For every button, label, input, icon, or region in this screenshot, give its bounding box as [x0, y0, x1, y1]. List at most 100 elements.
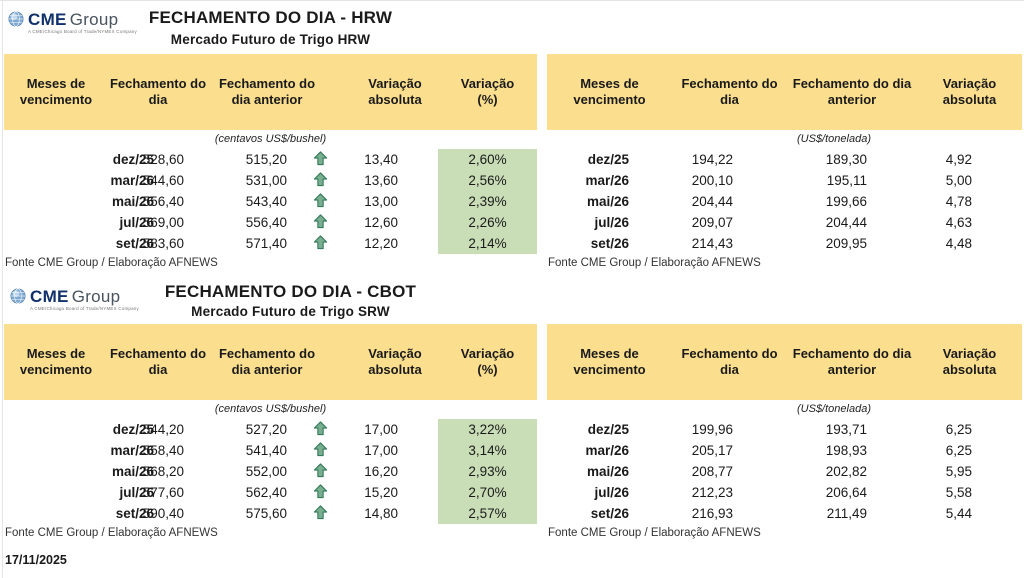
month-cell: set/26 — [115, 506, 154, 521]
table-row: mar/26 200,10 195,11 5,00 — [547, 170, 1022, 191]
table-row: 2,93% mai/26 568,20 552,00 16,20 — [4, 461, 537, 482]
close-cell: 194,22 — [691, 152, 733, 167]
table-row: 2,39% mai/26 556,40 543,40 13,00 — [4, 191, 537, 212]
logo-cme-text: CME — [28, 10, 67, 29]
close-cell: 568,20 — [142, 464, 184, 479]
abs-change-cell: 16,20 — [364, 464, 398, 479]
section-subtitle-hrw: Mercado Futuro de Trigo HRW — [170, 32, 371, 47]
abs-change-cell: 5,58 — [945, 485, 972, 500]
table-body: dez/25 199,96 193,71 6,25 mar/26 205,17 … — [547, 419, 1022, 524]
cme-group-logo: CME Group A CME/Chicago Board of Trade/N… — [10, 288, 139, 312]
prev-close-cell: 206,64 — [825, 485, 867, 500]
source-note: Fonte CME Group / Elaboração AFNEWS — [5, 257, 218, 269]
close-cell: 214,43 — [691, 236, 733, 251]
up-arrow-icon — [313, 172, 328, 189]
close-cell: 200,10 — [691, 173, 733, 188]
abs-change-cell: 5,00 — [945, 173, 972, 188]
abs-change-cell: 5,44 — [945, 506, 972, 521]
table-row: dez/25 199,96 193,71 6,25 — [547, 419, 1022, 440]
month-cell: dez/25 — [587, 422, 629, 437]
month-cell: mai/26 — [586, 464, 629, 479]
header-close: Fechamento do dia — [109, 346, 207, 377]
table-row: 2,60% dez/25 528,60 515,20 13,40 — [4, 149, 537, 170]
month-cell: dez/25 — [112, 422, 154, 437]
source-note: Fonte CME Group / Elaboração AFNEWS — [548, 257, 761, 269]
up-arrow-icon — [313, 442, 328, 459]
table-row: set/26 216,93 211,49 5,44 — [547, 503, 1022, 524]
table-header-row: Meses de vencimento Fechamento do dia Fe… — [4, 54, 537, 130]
close-cell: 577,60 — [142, 485, 184, 500]
table-row: mar/26 205,17 198,93 6,25 — [547, 440, 1022, 461]
header-abs-change: Variação absoluta — [942, 346, 997, 377]
month-cell: mai/26 — [111, 464, 154, 479]
up-arrow-icon — [313, 484, 328, 501]
unit-label: (centavos US$/bushel) — [214, 133, 327, 145]
abs-change-cell: 5,95 — [945, 464, 972, 479]
up-arrow-icon — [313, 421, 328, 438]
header-abs-change: Variação absoluta — [368, 76, 422, 107]
header-abs-change: Variação absoluta — [942, 76, 997, 107]
close-cell: 583,60 — [142, 236, 184, 251]
month-cell: mar/26 — [585, 173, 629, 188]
month-cell: jul/26 — [119, 215, 154, 230]
close-cell: 556,40 — [142, 194, 184, 209]
month-cell: set/26 — [590, 236, 629, 251]
header-pct-change: Variação (%) — [460, 346, 515, 377]
prev-close-cell: 541,40 — [245, 443, 287, 458]
report-date: 17/11/2025 — [5, 553, 67, 567]
unit-label: (US$/tonelada) — [797, 403, 871, 415]
abs-change-cell: 6,25 — [945, 443, 972, 458]
prev-close-cell: 562,40 — [245, 485, 287, 500]
header-months: Meses de vencimento — [573, 76, 646, 107]
close-cell: 209,07 — [691, 215, 733, 230]
up-arrow-icon — [313, 463, 328, 480]
header-close: Fechamento do dia — [681, 346, 778, 377]
header-prev-close: Fechamento do dia anterior — [218, 76, 316, 107]
table-row: mai/26 204,44 199,66 4,78 — [547, 191, 1022, 212]
month-cell: jul/26 — [594, 485, 629, 500]
table-row: 3,14% mar/26 558,40 541,40 17,00 — [4, 440, 537, 461]
close-cell: 204,44 — [691, 194, 733, 209]
pct-change-cell: 2,60% — [438, 149, 537, 170]
abs-change-cell: 17,00 — [364, 443, 398, 458]
prev-close-cell: 193,71 — [825, 422, 867, 437]
table-row: 2,57% set/26 590,40 575,60 14,80 — [4, 503, 537, 524]
logo-tagline: A CME/Chicago Board of Trade/NYMEX Compa… — [30, 306, 139, 311]
pct-change-cell: 3,14% — [438, 440, 537, 461]
up-arrow-icon — [313, 235, 328, 252]
abs-change-cell: 4,92 — [945, 152, 972, 167]
close-cell: 590,40 — [142, 506, 184, 521]
source-note: Fonte CME Group / Elaboração AFNEWS — [5, 527, 218, 539]
abs-change-cell: 13,00 — [364, 194, 398, 209]
table-header-row: Meses de vencimento Fechamento do dia Fe… — [547, 54, 1022, 130]
prev-close-cell: 199,66 — [825, 194, 867, 209]
abs-change-cell: 6,25 — [945, 422, 972, 437]
prev-close-cell: 552,00 — [245, 464, 287, 479]
table-row: set/26 214,43 209,95 4,48 — [547, 233, 1022, 254]
up-arrow-icon — [313, 193, 328, 210]
table-row: 2,26% jul/26 569,00 556,40 12,60 — [4, 212, 537, 233]
abs-change-cell: 13,60 — [364, 173, 398, 188]
abs-change-cell: 13,40 — [364, 152, 398, 167]
month-cell: set/26 — [115, 236, 154, 251]
header-prev-close: Fechamento do dia anterior — [792, 76, 912, 107]
prev-close-cell: 195,11 — [826, 173, 867, 188]
abs-change-cell: 14,80 — [364, 506, 398, 521]
pct-change-cell: 2,70% — [438, 482, 537, 503]
logo-group-text: Group — [69, 10, 119, 29]
table-row: jul/26 212,23 206,64 5,58 — [547, 482, 1022, 503]
logo-group-text: Group — [71, 287, 121, 306]
month-cell: mar/26 — [585, 443, 629, 458]
month-cell: jul/26 — [119, 485, 154, 500]
month-cell: jul/26 — [594, 215, 629, 230]
close-cell: 208,77 — [691, 464, 733, 479]
pct-change-cell: 2,57% — [438, 503, 537, 524]
close-cell: 205,17 — [691, 443, 733, 458]
globe-icon — [8, 11, 24, 27]
prev-close-cell: 189,30 — [825, 152, 867, 167]
month-cell: mai/26 — [111, 194, 154, 209]
table-row: 2,14% set/26 583,60 571,40 12,20 — [4, 233, 537, 254]
pct-change-cell: 2,14% — [438, 233, 537, 254]
header-prev-close: Fechamento do dia anterior — [218, 346, 316, 377]
